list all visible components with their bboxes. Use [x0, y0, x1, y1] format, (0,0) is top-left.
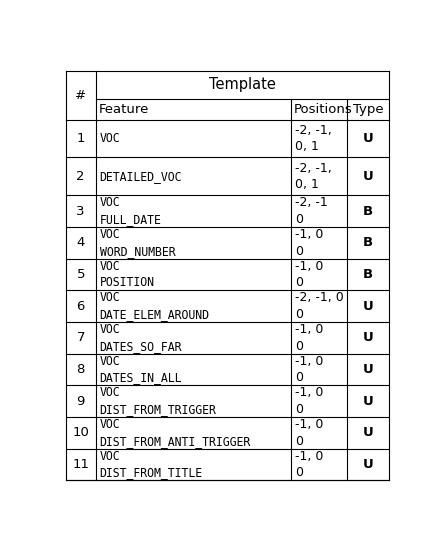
Text: U: U: [363, 300, 374, 313]
Text: VOC
FULL_DATE: VOC FULL_DATE: [100, 196, 162, 226]
Text: Template: Template: [209, 78, 276, 93]
Text: VOC
DATES_SO_FAR: VOC DATES_SO_FAR: [100, 323, 182, 352]
Text: -2, -1
0: -2, -1 0: [295, 196, 328, 226]
Text: Positions: Positions: [293, 102, 352, 115]
Text: -2, -1,
0, 1: -2, -1, 0, 1: [295, 162, 332, 191]
Text: -1, 0
0: -1, 0 0: [295, 418, 323, 448]
Text: Feature: Feature: [98, 102, 149, 115]
Text: U: U: [363, 331, 374, 344]
Text: U: U: [363, 458, 374, 471]
Text: VOC
DIST_FROM_TITLE: VOC DIST_FROM_TITLE: [100, 450, 203, 479]
Text: 5: 5: [76, 268, 85, 281]
Text: -1, 0
0: -1, 0 0: [295, 354, 323, 384]
Text: VOC
DATE_ELEM_AROUND: VOC DATE_ELEM_AROUND: [100, 292, 210, 321]
Text: VOC: VOC: [100, 132, 120, 145]
Text: Type: Type: [353, 102, 384, 115]
Text: U: U: [363, 170, 374, 183]
Text: VOC
WORD_NUMBER: VOC WORD_NUMBER: [100, 228, 175, 257]
Text: 10: 10: [72, 427, 89, 440]
Text: U: U: [363, 132, 374, 145]
Text: 4: 4: [76, 236, 85, 249]
Text: 8: 8: [76, 363, 85, 376]
Text: 2: 2: [76, 170, 85, 183]
Text: 6: 6: [76, 300, 85, 313]
Text: B: B: [363, 268, 373, 281]
Text: -1, 0
0: -1, 0 0: [295, 386, 323, 416]
Text: #: #: [75, 89, 86, 102]
Text: -1, 0
0: -1, 0 0: [295, 450, 323, 479]
Text: U: U: [363, 427, 374, 440]
Text: 1: 1: [76, 132, 85, 145]
Text: 9: 9: [76, 395, 85, 408]
Text: VOC
DATES_IN_ALL: VOC DATES_IN_ALL: [100, 354, 182, 384]
Text: -1, 0
0: -1, 0 0: [295, 260, 323, 289]
Text: 7: 7: [76, 331, 85, 344]
Text: VOC
POSITION: VOC POSITION: [100, 260, 155, 289]
Text: U: U: [363, 395, 374, 408]
Text: DETAILED_VOC: DETAILED_VOC: [100, 170, 182, 183]
Text: U: U: [363, 363, 374, 376]
Text: VOC
DIST_FROM_ANTI_TRIGGER: VOC DIST_FROM_ANTI_TRIGGER: [100, 418, 251, 448]
Text: -1, 0
0: -1, 0 0: [295, 323, 323, 352]
Text: -2, -1, 0
0: -2, -1, 0 0: [295, 292, 344, 321]
Text: -1, 0
0: -1, 0 0: [295, 228, 323, 257]
Text: VOC
DIST_FROM_TRIGGER: VOC DIST_FROM_TRIGGER: [100, 386, 217, 416]
Text: -2, -1,
0, 1: -2, -1, 0, 1: [295, 124, 332, 153]
Text: 11: 11: [72, 458, 89, 471]
Text: B: B: [363, 205, 373, 218]
Text: B: B: [363, 236, 373, 249]
Text: 3: 3: [76, 205, 85, 218]
